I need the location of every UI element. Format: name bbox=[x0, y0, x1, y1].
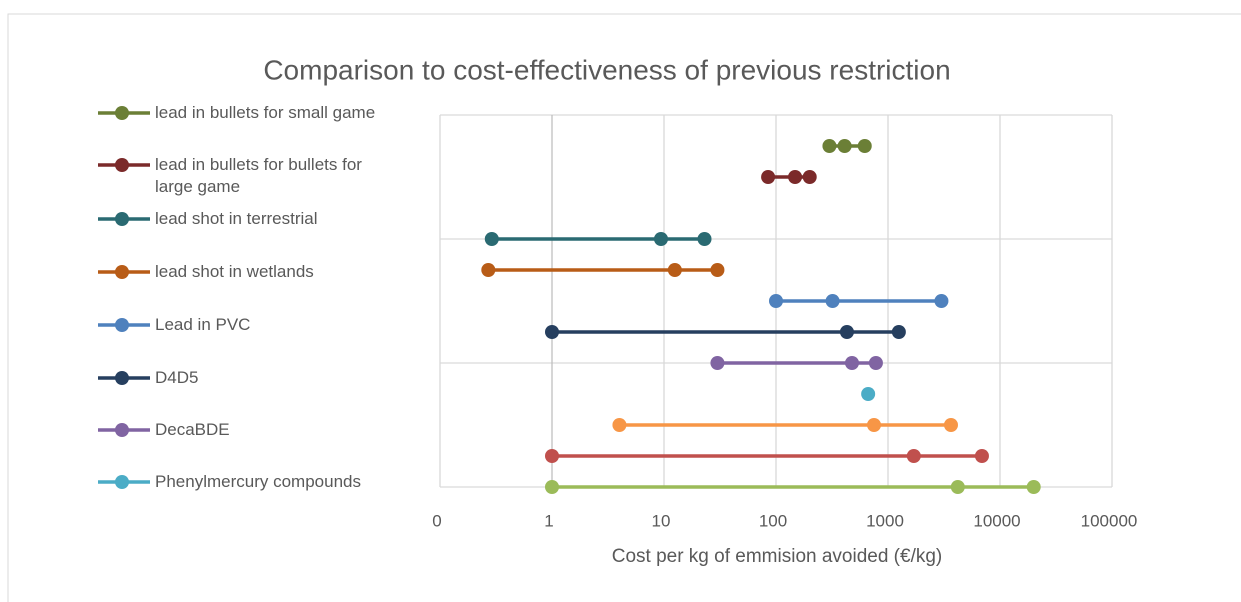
point bbox=[761, 170, 776, 184]
point bbox=[839, 325, 854, 339]
x-tick-label: 100000 bbox=[1081, 511, 1138, 530]
x-tick-label: 10000 bbox=[973, 511, 1020, 530]
point bbox=[545, 325, 559, 339]
legend-label: Lead in PVC bbox=[155, 315, 251, 334]
x-tick-label: 0 bbox=[432, 511, 441, 530]
legend-label: lead shot in wetlands bbox=[155, 262, 314, 281]
legend-label: lead in bullets for small game bbox=[155, 103, 376, 122]
point bbox=[868, 356, 883, 370]
legend-label: D4D5 bbox=[155, 368, 199, 387]
legend-marker bbox=[115, 371, 129, 385]
frame bbox=[7, 13, 1241, 602]
x-tick-label: 1000 bbox=[866, 511, 904, 530]
legend-label: lead in bullets for bullets for large ga… bbox=[155, 155, 362, 196]
x-axis-label: Cost per kg of emmision avoided (€/kg) bbox=[612, 546, 943, 567]
point bbox=[906, 449, 921, 463]
point bbox=[710, 356, 725, 370]
legend-marker bbox=[115, 423, 129, 437]
point bbox=[545, 449, 559, 463]
point bbox=[653, 232, 668, 246]
x-tick-label: 100 bbox=[759, 511, 787, 530]
point bbox=[802, 170, 817, 184]
point bbox=[788, 170, 803, 184]
point bbox=[697, 232, 712, 246]
point bbox=[950, 480, 965, 494]
point bbox=[545, 480, 559, 494]
point bbox=[861, 387, 876, 401]
legend-marker bbox=[115, 475, 129, 489]
point bbox=[612, 418, 627, 432]
point bbox=[481, 263, 496, 277]
legend-label: Phenylmercury compounds bbox=[155, 472, 361, 491]
legend-marker bbox=[115, 212, 129, 226]
legend-marker bbox=[115, 106, 129, 120]
point bbox=[769, 294, 783, 308]
legend-label: DecaBDE bbox=[155, 420, 230, 439]
legend-label: lead shot in terrestrial bbox=[155, 209, 318, 228]
point bbox=[825, 294, 840, 308]
point bbox=[822, 139, 837, 153]
point bbox=[867, 418, 882, 432]
point bbox=[1026, 480, 1041, 494]
legend-marker bbox=[115, 158, 129, 172]
point bbox=[943, 418, 958, 432]
legend-marker bbox=[115, 265, 129, 279]
point bbox=[934, 294, 949, 308]
point bbox=[844, 356, 859, 370]
x-tick-label: 10 bbox=[652, 511, 671, 530]
legend-marker bbox=[115, 318, 129, 332]
chart-title: Comparison to cost-effectiveness of prev… bbox=[263, 54, 950, 85]
point bbox=[974, 449, 989, 463]
point bbox=[891, 325, 906, 339]
x-tick-label: 1 bbox=[544, 511, 553, 530]
point bbox=[857, 139, 872, 153]
point bbox=[837, 139, 852, 153]
point bbox=[484, 232, 499, 246]
point bbox=[667, 263, 682, 277]
point bbox=[710, 263, 725, 277]
